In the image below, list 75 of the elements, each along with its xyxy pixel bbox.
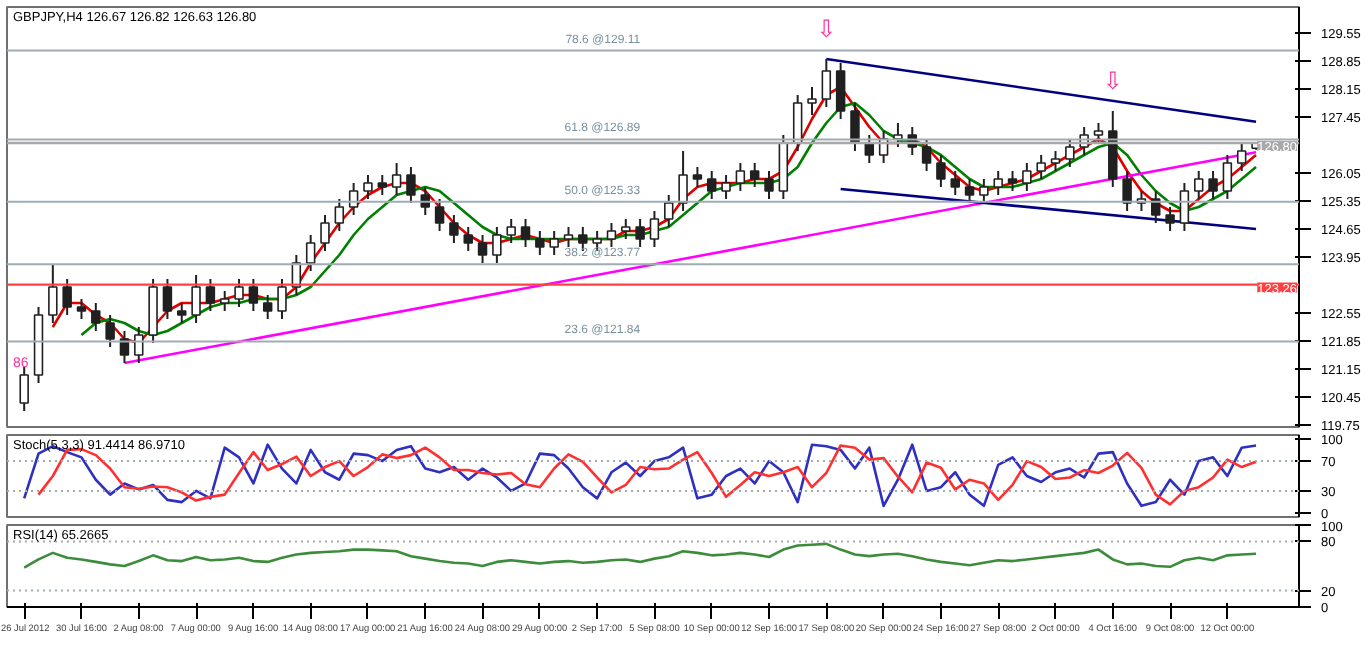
candlestick xyxy=(563,226,574,248)
candlestick xyxy=(821,58,832,108)
candlestick xyxy=(1050,150,1061,172)
candlestick xyxy=(1208,170,1218,200)
candlestick xyxy=(735,162,746,192)
candlestick xyxy=(749,162,760,188)
candlestick xyxy=(1151,190,1161,224)
candlestick xyxy=(1122,170,1132,212)
candlestick xyxy=(807,86,817,116)
candlestick xyxy=(835,62,846,120)
candlestick xyxy=(277,278,287,320)
candlestick xyxy=(477,234,488,264)
candlestick xyxy=(778,134,789,200)
candlestick xyxy=(979,178,989,204)
candlestick xyxy=(692,166,703,188)
candlestick xyxy=(492,226,502,264)
candlestick xyxy=(391,162,402,196)
candlestick xyxy=(1179,182,1190,232)
candlestick xyxy=(921,138,932,172)
candlestick xyxy=(334,198,345,232)
candlestick xyxy=(406,166,416,204)
candlestick xyxy=(621,218,631,240)
candlestick xyxy=(463,226,473,252)
candlestick xyxy=(1108,110,1118,188)
candlestick xyxy=(520,218,531,248)
candlestick xyxy=(1093,122,1104,144)
candlestick xyxy=(76,298,87,320)
candlestick xyxy=(950,170,960,196)
candlestick xyxy=(764,170,774,200)
candlestick xyxy=(305,234,316,272)
annotation: ⇩ xyxy=(1102,67,1123,95)
candlestick xyxy=(1036,154,1046,180)
candlestick xyxy=(377,174,388,196)
candlestick xyxy=(1007,170,1018,192)
candlestick xyxy=(191,274,201,324)
candlestick xyxy=(936,154,946,188)
candlestick xyxy=(649,210,660,248)
candlestick xyxy=(19,366,29,412)
line-series xyxy=(22,542,1258,569)
candlestick xyxy=(1065,138,1075,168)
candlestick xyxy=(134,326,144,364)
candlestick xyxy=(1022,162,1032,192)
candlestick xyxy=(964,178,975,204)
candlestick xyxy=(506,218,516,244)
candlestick xyxy=(1165,206,1175,232)
candlestick xyxy=(535,230,545,256)
candlestick xyxy=(993,170,1003,196)
candlestick xyxy=(162,278,173,320)
candlestick xyxy=(678,150,688,212)
candlestick xyxy=(721,174,731,200)
annotation: ⇩ xyxy=(816,15,837,43)
candlestick xyxy=(48,264,58,324)
candlestick xyxy=(606,222,617,248)
candlestick xyxy=(706,170,717,200)
candlestick xyxy=(635,218,645,248)
candlestick xyxy=(320,214,330,252)
candlestick xyxy=(1222,154,1233,200)
candlestick xyxy=(1236,142,1247,172)
candlestick xyxy=(449,214,459,244)
candlestick xyxy=(549,230,559,256)
candlestick xyxy=(105,314,115,348)
candlestick xyxy=(148,278,158,344)
candlestick xyxy=(177,302,187,324)
candlestick xyxy=(850,102,860,152)
candlestick xyxy=(248,278,259,312)
candlestick xyxy=(91,302,101,332)
candlestick xyxy=(363,174,373,200)
candlestick xyxy=(62,278,72,316)
candlestick xyxy=(234,278,244,308)
candlestick xyxy=(434,198,445,232)
candlestick xyxy=(664,194,674,228)
candlestick xyxy=(1193,170,1204,200)
candlestick xyxy=(219,290,230,312)
candlestick xyxy=(262,294,273,320)
candlestick xyxy=(205,278,216,312)
